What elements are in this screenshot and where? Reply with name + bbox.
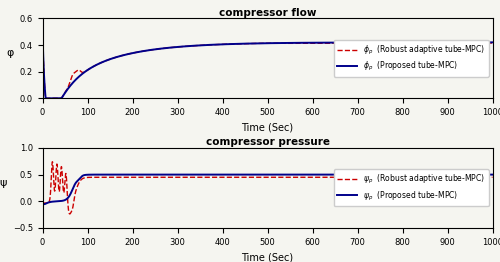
$\psi_p$  (Proposed tube-MPC) — [466, 173, 471, 176]
$\psi_p$  (Proposed tube-MPC) — [42, 203, 48, 206]
$\phi_p$  (Robust adaptive tube-MPC) — [66, 82, 72, 85]
$\psi_p$  (Proposed tube-MPC) — [490, 173, 496, 176]
$\phi_p$  (Proposed tube-MPC) — [58, 97, 64, 100]
Line: $\phi_p$  (Proposed tube-MPC): $\phi_p$ (Proposed tube-MPC) — [42, 32, 492, 98]
$\phi_p$  (Proposed tube-MPC) — [42, 83, 48, 86]
$\psi_p$  (Robust adaptive tube-MPC) — [42, 201, 48, 205]
$\psi_p$  (Proposed tube-MPC) — [66, 194, 72, 197]
Line: $\phi_p$  (Robust adaptive tube-MPC): $\phi_p$ (Robust adaptive tube-MPC) — [42, 32, 492, 98]
$\phi_p$  (Robust adaptive tube-MPC) — [260, 42, 266, 45]
$\phi_p$  (Robust adaptive tube-MPC) — [42, 83, 48, 86]
$\psi_p$  (Proposed tube-MPC) — [58, 199, 64, 203]
$\phi_p$  (Robust adaptive tube-MPC) — [40, 30, 46, 33]
$\psi_p$  (Proposed tube-MPC) — [40, 200, 46, 203]
$\psi_p$  (Robust adaptive tube-MPC) — [490, 176, 496, 179]
$\psi_p$  (Robust adaptive tube-MPC) — [128, 176, 134, 179]
Line: $\psi_p$  (Robust adaptive tube-MPC): $\psi_p$ (Robust adaptive tube-MPC) — [42, 162, 492, 214]
$\phi_p$  (Proposed tube-MPC) — [260, 42, 266, 45]
X-axis label: Time (Sec): Time (Sec) — [242, 252, 294, 262]
$\psi_p$  (Proposed tube-MPC) — [128, 173, 134, 176]
$\psi_p$  (Robust adaptive tube-MPC) — [260, 176, 266, 179]
$\phi_p$  (Proposed tube-MPC) — [128, 52, 134, 55]
$\phi_p$  (Robust adaptive tube-MPC) — [128, 52, 134, 55]
$\phi_p$  (Proposed tube-MPC) — [42, 97, 48, 100]
Title: compressor flow: compressor flow — [219, 8, 316, 18]
Line: $\psi_p$  (Proposed tube-MPC): $\psi_p$ (Proposed tube-MPC) — [42, 174, 492, 204]
$\psi_p$  (Robust adaptive tube-MPC) — [40, 200, 46, 203]
Legend: $\psi_p$  (Robust adaptive tube-MPC), $\psi_p$  (Proposed tube-MPC): $\psi_p$ (Robust adaptive tube-MPC), $\p… — [334, 170, 488, 206]
$\psi_p$  (Robust adaptive tube-MPC) — [58, 166, 64, 169]
$\phi_p$  (Proposed tube-MPC) — [490, 41, 496, 44]
$\phi_p$  (Proposed tube-MPC) — [466, 41, 471, 44]
$\phi_p$  (Proposed tube-MPC) — [66, 85, 72, 88]
Y-axis label: φ: φ — [6, 48, 14, 58]
$\psi_p$  (Proposed tube-MPC) — [42, 203, 48, 206]
Y-axis label: ψ: ψ — [0, 178, 6, 188]
$\phi_p$  (Proposed tube-MPC) — [40, 30, 46, 33]
X-axis label: Time (Sec): Time (Sec) — [242, 123, 294, 133]
$\psi_p$  (Proposed tube-MPC) — [170, 173, 175, 176]
Title: compressor pressure: compressor pressure — [206, 137, 330, 147]
$\phi_p$  (Robust adaptive tube-MPC) — [490, 41, 496, 45]
$\phi_p$  (Robust adaptive tube-MPC) — [58, 97, 64, 100]
Legend: $\phi_p$  (Robust adaptive tube-MPC), $\phi_p$  (Proposed tube-MPC): $\phi_p$ (Robust adaptive tube-MPC), $\p… — [334, 40, 488, 77]
$\phi_p$  (Robust adaptive tube-MPC) — [466, 41, 471, 45]
$\psi_p$  (Robust adaptive tube-MPC) — [66, 212, 72, 215]
$\psi_p$  (Robust adaptive tube-MPC) — [66, 212, 72, 216]
$\psi_p$  (Proposed tube-MPC) — [260, 173, 266, 176]
$\psi_p$  (Robust adaptive tube-MPC) — [466, 176, 471, 179]
$\phi_p$  (Robust adaptive tube-MPC) — [42, 97, 48, 100]
$\psi_p$  (Robust adaptive tube-MPC) — [50, 160, 56, 163]
